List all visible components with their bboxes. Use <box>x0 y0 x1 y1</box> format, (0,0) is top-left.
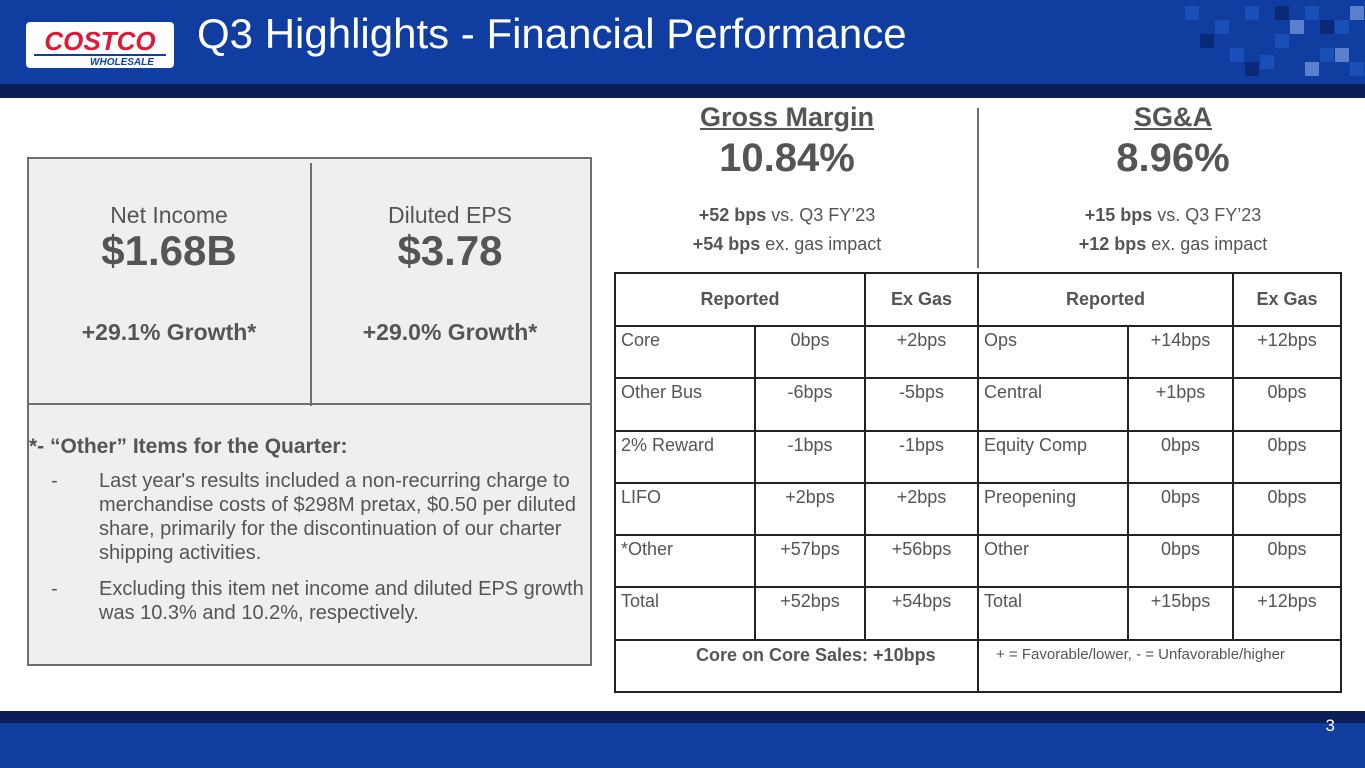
metric-value: 10.84% <box>719 136 855 180</box>
table-cell: -1bps <box>787 435 833 455</box>
note-text: Excluding this item net income and dilut… <box>99 578 584 624</box>
table-cell: +52bps <box>780 591 840 611</box>
page-title: Q3 Highlights - Financial Performance <box>197 10 907 57</box>
kpi-value: $1.68B <box>101 227 237 274</box>
table-cell: Ops <box>984 330 1018 350</box>
metric-change-line: +12 bps ex. gas impact <box>1003 234 1343 255</box>
table-cell: +54bps <box>891 591 952 611</box>
table-cell: Total <box>621 591 660 611</box>
table-cell: 0bps <box>1267 539 1307 559</box>
header-stripe <box>0 84 1365 98</box>
table-cell: +56bps <box>891 539 952 559</box>
table-rule <box>754 326 756 641</box>
metric-change-bold: +54 bps <box>692 234 761 254</box>
table-cell: +15bps <box>1150 591 1211 611</box>
metric-change-text: ex. gas impact <box>1146 234 1268 254</box>
table-footnote-legend: + = Favorable/lower, - = Unfavorable/hig… <box>996 646 1285 663</box>
sga-metric: SG&A 8.96% +15 bps vs. Q3 FY’23 +12 bps … <box>1003 102 1343 262</box>
metric-heading: Gross Margin <box>699 102 875 132</box>
metric-change-line: +54 bps ex. gas impact <box>617 234 957 255</box>
table-cell: 0bps <box>1160 435 1201 455</box>
table-cell: -6bps <box>787 382 833 402</box>
metric-heading: SG&A <box>1133 102 1212 132</box>
page-number: 3 <box>1325 716 1335 735</box>
table-cell: +12bps <box>1257 591 1317 611</box>
table-footnote-core: Core on Core Sales: +10bps <box>696 645 936 665</box>
table-cell: Equity Comp <box>984 435 1088 455</box>
header-bar: COSTCO WHOLESALE Q3 Highlights - Financi… <box>0 0 1365 84</box>
kpi-label: Net Income <box>110 202 228 228</box>
table-cell: Preopening <box>984 487 1077 507</box>
metric-change-text: ex. gas impact <box>760 234 882 254</box>
footer-stripe <box>0 711 1365 723</box>
table-rule <box>1127 326 1129 641</box>
table-cell: Other <box>984 539 1030 559</box>
table-cell: Other Bus <box>621 382 703 402</box>
table-cell: *Other <box>621 539 674 559</box>
table-cell: 0bps <box>1267 435 1307 455</box>
decorative-pattern <box>1185 6 1364 76</box>
metric-change-bold: +15 bps <box>1084 205 1153 225</box>
table-cell: Core <box>621 330 661 350</box>
table-cell: +57bps <box>780 539 840 559</box>
table-cell: +2bps <box>785 487 835 507</box>
table-cell: +2bps <box>896 487 947 507</box>
table-cell: 0bps <box>1160 487 1201 507</box>
table-cell: +14bps <box>1150 330 1211 350</box>
table-rule <box>864 274 866 326</box>
kpi-label: Diluted EPS <box>387 202 512 228</box>
table-cell: -1bps <box>898 435 945 455</box>
table-cell: +1bps <box>1155 382 1206 402</box>
kpi-growth: +29.1% Growth* <box>81 319 257 345</box>
note-item: - Excluding this item net income and dil… <box>51 577 591 625</box>
table-header: Ex Gas <box>890 289 953 309</box>
kpi-panel: Net Income $1.68B +29.1% Growth* Diluted… <box>27 157 592 666</box>
table-cell: 0bps <box>790 330 830 350</box>
kpi-divider-horizontal <box>29 403 590 405</box>
notes-heading: *- “Other” Items for the Quarter: <box>29 435 348 458</box>
metric-change-bold: +12 bps <box>1078 234 1147 254</box>
table-header: Ex Gas <box>1256 289 1318 309</box>
bps-table: Reported Ex Gas Reported Ex Gas Core 0bp… <box>614 272 1342 693</box>
kpi-divider-vertical <box>310 163 312 406</box>
table-cell: 2% Reward <box>621 435 715 455</box>
table-cell: Total <box>984 591 1023 611</box>
note-dash: - <box>51 470 58 492</box>
metric-change-text: vs. Q3 FY’23 <box>1152 205 1262 225</box>
note-dash: - <box>51 578 58 600</box>
metric-value: 8.96% <box>1116 136 1230 180</box>
table-rule <box>864 326 866 641</box>
table-rule <box>977 274 979 693</box>
table-cell: -5bps <box>898 382 945 402</box>
kpi-value: $3.78 <box>397 227 503 274</box>
table-rule <box>1232 326 1234 641</box>
metric-change-line: +15 bps vs. Q3 FY’23 <box>1003 205 1343 226</box>
kpi-growth: +29.0% Growth* <box>362 319 538 345</box>
table-cell: 0bps <box>1267 487 1307 507</box>
svg-text:WHOLESALE: WHOLESALE <box>90 57 154 68</box>
table-cell: 0bps <box>1160 539 1201 559</box>
table-cell: +12bps <box>1257 330 1317 350</box>
table-cell: 0bps <box>1267 382 1307 402</box>
note-text: Last year's results included a non-recur… <box>99 470 576 564</box>
table-cell: Central <box>984 382 1043 402</box>
metric-change-text: vs. Q3 FY’23 <box>766 205 876 225</box>
costco-logo: COSTCO WHOLESALE <box>26 22 174 68</box>
table-cell: +2bps <box>896 330 947 350</box>
table-cell: LIFO <box>621 487 662 507</box>
table-header: Reported <box>700 289 780 309</box>
table-rule <box>1232 274 1234 326</box>
gross-margin-metric: Gross Margin 10.84% +52 bps vs. Q3 FY’23… <box>617 102 957 262</box>
note-item: - Last year's results included a non-rec… <box>51 469 591 565</box>
footer-bar <box>0 723 1365 768</box>
table-header: Reported <box>1065 289 1145 309</box>
metric-change-line: +52 bps vs. Q3 FY’23 <box>617 205 957 226</box>
svg-text:COSTCO: COSTCO <box>44 26 155 56</box>
metric-separator <box>977 108 979 268</box>
metric-change-bold: +52 bps <box>698 205 767 225</box>
